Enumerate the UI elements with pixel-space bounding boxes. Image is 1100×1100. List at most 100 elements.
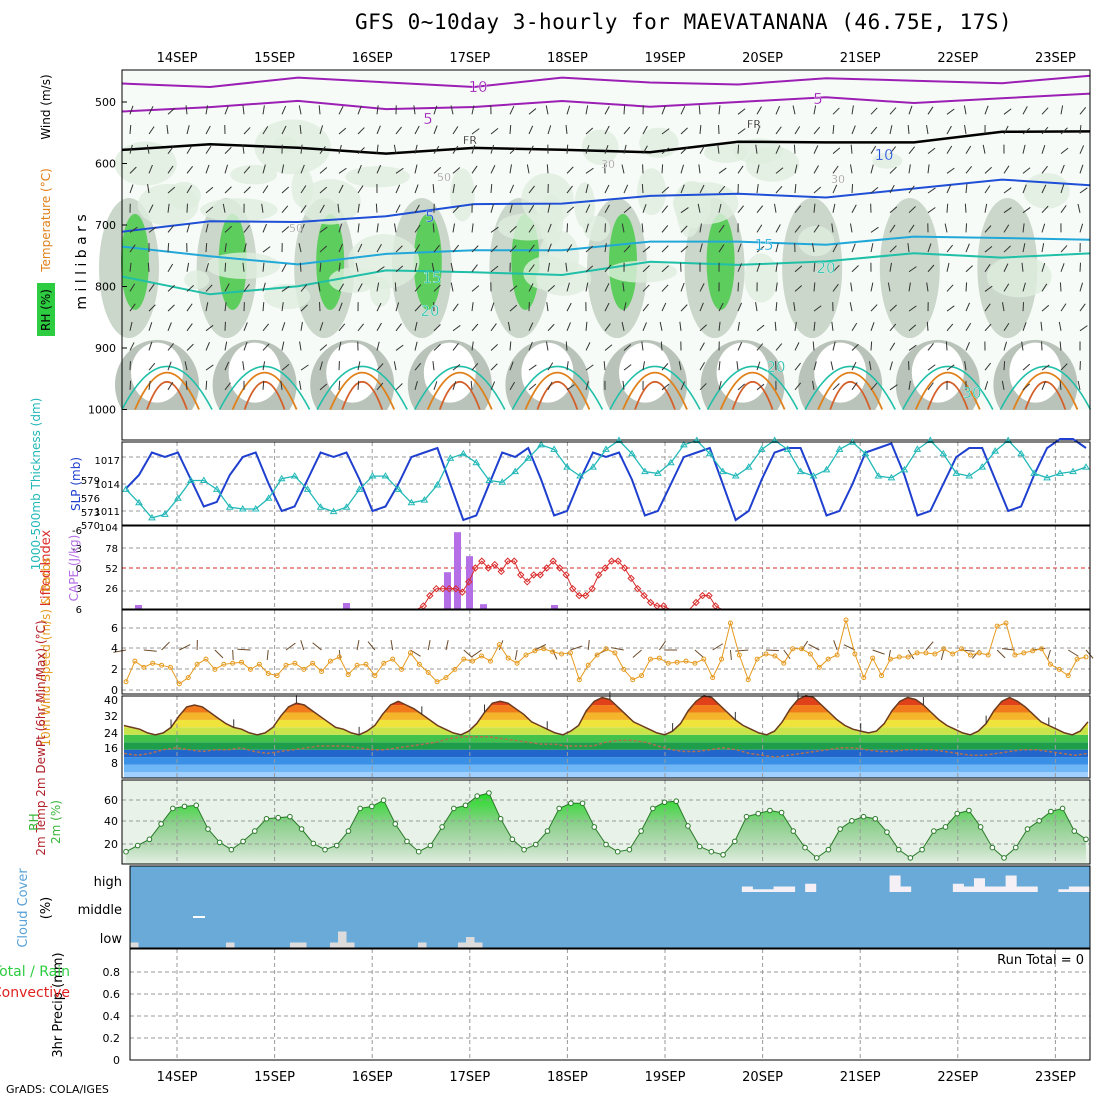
chart-title: GFS 0~10day 3-hourly for MAEVATANANA (46… <box>355 10 1013 34</box>
wind-barb <box>794 164 798 174</box>
wind-barb <box>944 223 948 233</box>
wind-barb <box>775 262 778 272</box>
wind-speed-point <box>452 666 458 672</box>
wind-barb <box>1058 321 1062 331</box>
thickness-point <box>174 494 182 501</box>
wind-barb <box>509 225 517 233</box>
wind-barb <box>452 184 455 194</box>
wind-barb <box>547 223 552 233</box>
wind-barb <box>832 383 840 391</box>
rh-shade <box>879 198 940 339</box>
wind-barb <box>623 344 632 351</box>
wind-barb <box>604 344 613 351</box>
wind-barb <box>889 184 895 194</box>
wind-speed-point <box>327 658 333 664</box>
wind-barb <box>680 164 685 174</box>
rh-point <box>696 843 703 850</box>
isotherm-20-arch <box>706 365 799 410</box>
li-tick: 6 <box>76 605 82 616</box>
wind-barb <box>186 125 190 135</box>
rh-patch <box>345 166 410 188</box>
thickness-point <box>238 505 247 512</box>
cloud-bg <box>130 866 1090 948</box>
wind-speed-point <box>301 666 307 672</box>
lifted-index-point <box>510 557 518 565</box>
rh-point <box>919 846 925 853</box>
thickness-point <box>978 463 987 470</box>
wind-barb <box>1003 224 1010 233</box>
wind-barb <box>338 283 345 292</box>
wind-barb <box>718 244 725 253</box>
x-tick-label-top: 19SEP <box>645 51 686 66</box>
rh-point <box>275 814 281 821</box>
wind-barb <box>1021 262 1024 272</box>
wind-barb <box>490 344 498 351</box>
wind-barb <box>338 144 342 154</box>
wind-barb <box>528 204 535 213</box>
wind-barb <box>490 127 499 135</box>
wind-barb <box>775 145 781 154</box>
wind-barb <box>205 186 214 194</box>
wind-barb <box>528 341 533 351</box>
isotherm-5 <box>121 178 1091 233</box>
wind-barb <box>546 302 549 312</box>
rh-point <box>1012 844 1019 851</box>
wind-speed-point <box>861 675 867 681</box>
wind-speed-point <box>754 656 760 662</box>
wind-barb <box>242 262 245 272</box>
wind-barb <box>547 362 554 371</box>
lifted-index-point <box>633 584 642 593</box>
x-tick-label-top: 23SEP <box>1035 51 1076 66</box>
wind-barb <box>566 322 571 331</box>
wind-barb <box>243 322 248 331</box>
rh-clear-core <box>423 342 476 403</box>
wind-speed-point <box>710 675 716 681</box>
wind-barb <box>698 105 701 115</box>
wind-barb <box>432 223 435 233</box>
slp-tick: 1011 <box>95 507 120 518</box>
precip-tick: 0.8 <box>103 966 121 979</box>
cloud-tick: low <box>100 932 123 947</box>
rh-point <box>591 824 598 830</box>
thickness-tick: 570 <box>81 521 100 532</box>
wind-barb <box>1079 187 1088 194</box>
wind-barb <box>432 361 435 371</box>
wind-barb <box>129 226 138 233</box>
rh-point <box>240 838 246 845</box>
wind-barb <box>964 203 967 213</box>
wind-barb <box>242 361 245 371</box>
rh-point <box>603 841 609 848</box>
wind-barb <box>794 265 803 273</box>
wind-barb <box>129 184 134 194</box>
wind-barb <box>965 322 972 332</box>
cloud-low-bar <box>298 942 307 948</box>
wind-barb <box>224 262 227 272</box>
lifted-index-point <box>530 571 538 579</box>
wind-barb <box>1041 144 1046 154</box>
y-tick-label: 1000 <box>88 404 116 417</box>
x-tick-label-top: 15SEP <box>254 51 295 66</box>
wind-speed-point <box>745 677 751 683</box>
wind-barb <box>585 265 594 273</box>
wind-speed-point <box>1074 656 1080 662</box>
wind-barb <box>585 245 594 253</box>
wind-speed-point <box>905 654 911 660</box>
cloud-high-bar <box>984 886 996 892</box>
wind-barb <box>394 282 397 292</box>
wind-speed-point <box>914 650 920 656</box>
thickness-point <box>1017 449 1026 457</box>
wind-barb <box>813 262 816 272</box>
wind-speed-point <box>701 656 707 662</box>
wind-barb <box>699 383 707 391</box>
thickness-point <box>368 472 377 479</box>
wind-barb <box>357 185 364 194</box>
wind-barb <box>242 105 245 115</box>
wind-barb <box>319 245 327 253</box>
wind-speed-point <box>630 677 636 683</box>
wind-barb <box>1022 167 1031 174</box>
wind-barb <box>832 184 838 194</box>
cape-frame <box>121 525 1091 610</box>
thickness-point <box>1056 469 1064 476</box>
wind-barb <box>184 361 188 371</box>
wind-barb <box>1079 164 1084 174</box>
